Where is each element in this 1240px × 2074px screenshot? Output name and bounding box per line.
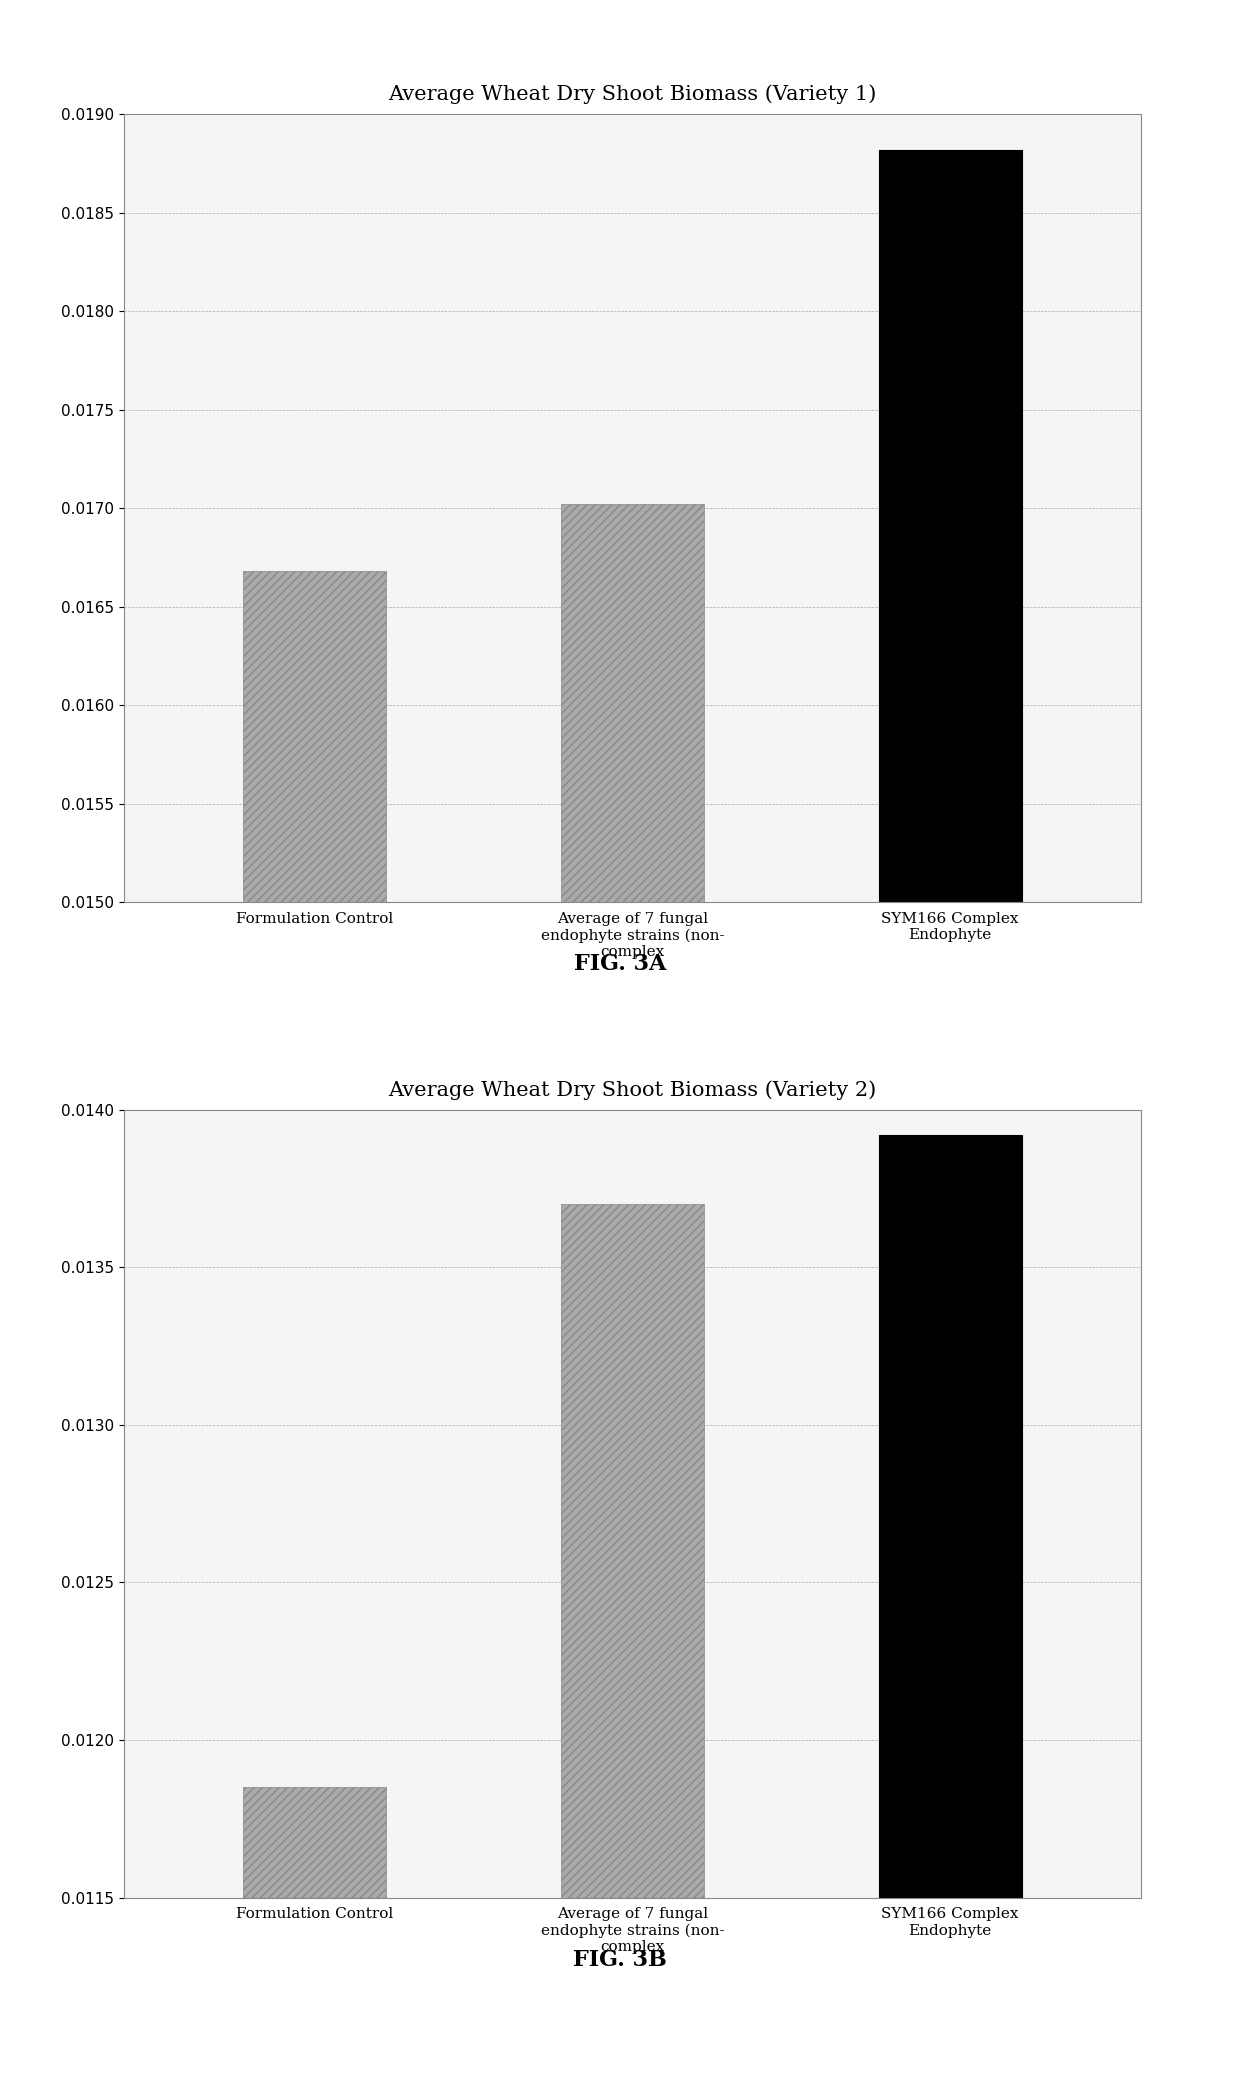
Bar	[243, 570, 386, 2074]
Text: FIG. 3B: FIG. 3B	[573, 1950, 667, 1970]
Title: Average Wheat Dry Shoot Biomass (Variety 2): Average Wheat Dry Shoot Biomass (Variety…	[388, 1081, 877, 1099]
Bar	[879, 1134, 1022, 2074]
Title: Average Wheat Dry Shoot Biomass (Variety 1): Average Wheat Dry Shoot Biomass (Variety…	[388, 85, 877, 104]
Bar	[560, 504, 704, 2074]
Bar	[560, 1205, 704, 2074]
Text: FIG. 3A: FIG. 3A	[574, 954, 666, 975]
Bar	[879, 149, 1022, 2074]
Bar	[243, 1788, 386, 2074]
